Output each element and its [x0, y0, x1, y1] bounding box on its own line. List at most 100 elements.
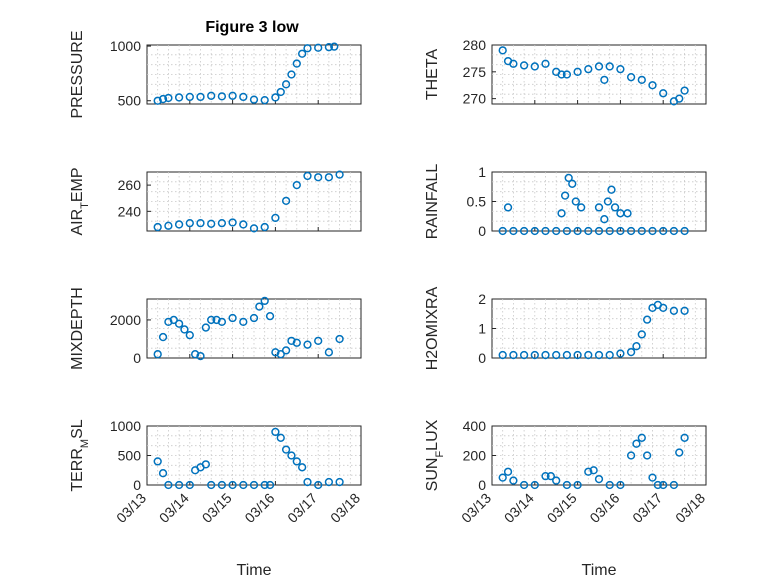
- data-point: [239, 317, 248, 326]
- data-point: [212, 315, 221, 325]
- subplot-air-temp: 240 260 AIRTEMP: [69, 167, 362, 236]
- y-tick-label: 500: [118, 93, 142, 109]
- data-point: [324, 43, 334, 52]
- data-point: [164, 221, 173, 230]
- data-point: [530, 226, 539, 236]
- data-point: [509, 350, 518, 360]
- data-point: [287, 70, 296, 79]
- data-point: [335, 170, 344, 179]
- data-point: [260, 480, 269, 490]
- data-point: [541, 472, 550, 481]
- data-point: [557, 209, 566, 218]
- data-point: [584, 226, 593, 236]
- data-point: [169, 315, 178, 325]
- data-point: [153, 457, 162, 466]
- subplot-theta: 270 275 280 THETA: [424, 37, 707, 107]
- data-point: [249, 480, 259, 490]
- data-point: [573, 480, 582, 490]
- x-tick-label: 03/17: [284, 490, 320, 526]
- data-point: [239, 220, 248, 229]
- data-point: [158, 94, 168, 104]
- data-point: [562, 480, 572, 490]
- data-point: [260, 296, 269, 306]
- data-point: [616, 64, 625, 74]
- y-tick-label: 260: [118, 177, 142, 193]
- data-point: [584, 64, 593, 74]
- data-point: [335, 477, 344, 487]
- data-point: [552, 226, 561, 236]
- data-point: [562, 350, 572, 360]
- data-point: [626, 451, 636, 460]
- data-point: [498, 350, 507, 360]
- data-point: [509, 59, 518, 68]
- y-tick-label: 2: [478, 291, 486, 307]
- x-tick-label: 03/16: [586, 490, 622, 526]
- data-point: [174, 480, 184, 490]
- data-point: [600, 75, 609, 85]
- data-point: [541, 59, 550, 68]
- data-point: [530, 350, 539, 360]
- data-point: [605, 226, 614, 236]
- data-point: [153, 222, 162, 232]
- data-point: [158, 469, 168, 478]
- data-point: [659, 89, 668, 98]
- data-point: [594, 62, 604, 71]
- data-point: [552, 476, 561, 485]
- data-point: [303, 171, 312, 181]
- data-point: [276, 350, 285, 359]
- data-point: [324, 477, 334, 487]
- x-axis-label: Time: [237, 562, 272, 579]
- data-point: [201, 323, 211, 332]
- data-point: [626, 226, 636, 236]
- data-point: [616, 226, 625, 236]
- data-point: [201, 460, 211, 469]
- y-tick-label: 2000: [110, 312, 141, 328]
- x-tick-label: 03/18: [327, 490, 363, 526]
- data-point: [659, 226, 668, 236]
- data-point: [562, 226, 572, 236]
- data-point: [287, 336, 296, 346]
- data-point: [498, 226, 507, 236]
- data-point: [314, 173, 323, 182]
- data-point: [314, 43, 323, 52]
- data-point: [292, 457, 301, 466]
- data-point: [509, 476, 518, 485]
- data-point: [185, 218, 194, 228]
- y-axis-label: THETA: [424, 49, 441, 101]
- data-point: [626, 73, 636, 82]
- y-tick-label: 0: [478, 223, 486, 239]
- data-point: [164, 317, 173, 326]
- data-point: [249, 95, 259, 104]
- data-point: [626, 347, 636, 357]
- data-point: [530, 62, 539, 71]
- data-point: [659, 480, 668, 490]
- data-point: [557, 70, 566, 79]
- data-point: [265, 480, 275, 490]
- data-point: [255, 302, 264, 311]
- y-tick-label: 270: [463, 91, 487, 107]
- data-point: [324, 173, 334, 182]
- data-point: [509, 226, 518, 236]
- data-point: [637, 433, 646, 442]
- data-point: [207, 219, 216, 228]
- data-point: [584, 467, 593, 476]
- data-point: [292, 338, 301, 347]
- y-tick-label: 0.5: [467, 194, 487, 210]
- data-point: [607, 185, 616, 194]
- data-point: [174, 220, 184, 229]
- data-point: [228, 313, 237, 323]
- y-tick-label: 0: [478, 477, 486, 493]
- data-point: [562, 70, 572, 79]
- y-tick-label: 275: [463, 64, 487, 80]
- data-point: [314, 480, 323, 490]
- data-point: [260, 222, 269, 232]
- data-point: [573, 226, 582, 236]
- data-point: [600, 215, 609, 224]
- data-point: [568, 179, 577, 188]
- data-point: [648, 473, 657, 482]
- data-point: [503, 467, 513, 476]
- data-point: [589, 466, 598, 475]
- data-point: [303, 477, 312, 487]
